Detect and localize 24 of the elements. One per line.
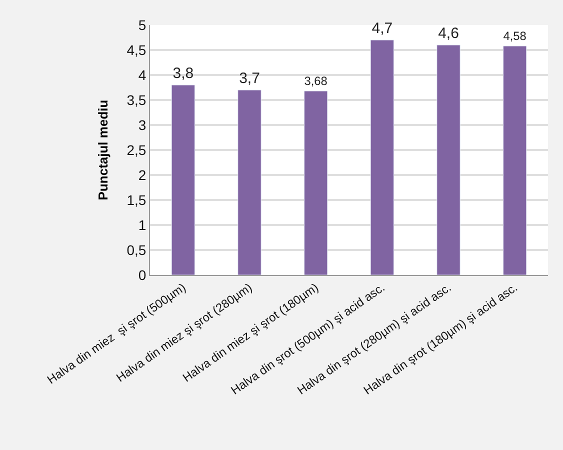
bar (171, 84, 196, 275)
y-tick-label: 1 (138, 216, 146, 233)
y-tick-label: 5 (138, 16, 146, 33)
y-tick-label: 3,5 (126, 92, 146, 108)
y-tick-label: 0 (138, 266, 146, 283)
data-label: 3,7 (239, 70, 260, 87)
data-label: 4,58 (503, 28, 527, 43)
data-label: 3,8 (172, 65, 194, 82)
y-tick-label: 2,5 (126, 142, 146, 158)
y-tick-label: 2 (138, 166, 146, 183)
bar (370, 40, 394, 275)
y-tick-label: 3 (138, 116, 146, 133)
bar (436, 44, 460, 275)
bar (502, 46, 527, 275)
y-tick-label: 0,5 (126, 242, 146, 258)
y-tick-label: 1,5 (126, 192, 146, 208)
data-label: 4,7 (372, 20, 393, 37)
y-tick-label: 4 (138, 66, 146, 83)
y-axis-title: Punctajul mediu (96, 100, 111, 200)
bar (304, 90, 328, 275)
data-label: 4,6 (438, 25, 459, 42)
data-label: 3,68 (304, 74, 328, 88)
y-tick-label: 4,5 (126, 42, 146, 58)
bar (238, 90, 262, 275)
